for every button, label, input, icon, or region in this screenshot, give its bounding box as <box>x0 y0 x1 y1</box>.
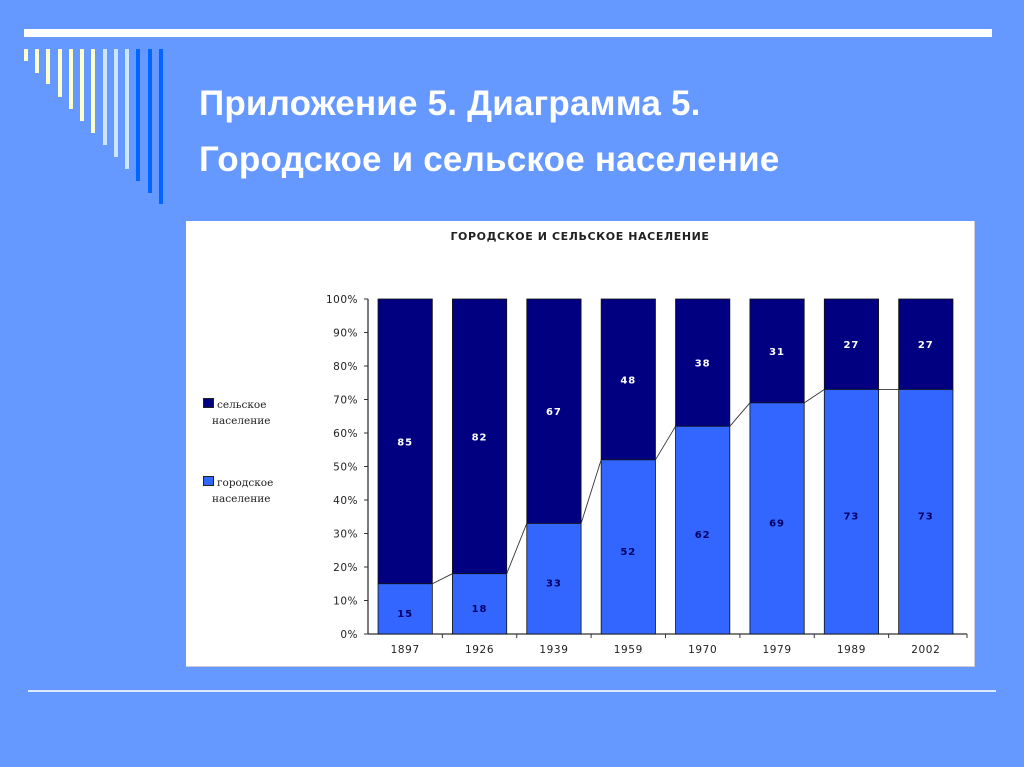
slide-title-line1: Приложение 5. Диаграмма 5. <box>199 84 701 123</box>
legend-label-urban-2: население <box>212 493 271 505</box>
series-connector-line <box>432 573 453 585</box>
y-tick-label: 100% <box>326 294 358 306</box>
bar-label-rural: 27 <box>918 340 934 351</box>
bar-rural <box>749 298 805 404</box>
y-tick-label: 20% <box>333 562 358 574</box>
legend-label-rural-1: сельское <box>217 399 267 411</box>
top-divider-line <box>24 29 992 37</box>
x-tick-label: 2002 <box>911 644 940 656</box>
x-tick-label: 1979 <box>763 644 792 656</box>
chart-panel: ГОРОДСКОЕ И СЕЛЬСКОЕ НАСЕЛЕНИЕ сельское … <box>186 221 975 667</box>
bar-label-rural: 38 <box>695 359 711 370</box>
bar-label-rural: 27 <box>843 340 859 351</box>
bar-rural <box>600 298 656 461</box>
series-connector-line <box>655 426 676 461</box>
x-tick-label: 1939 <box>539 644 568 656</box>
slide-title-line2: Городское и сельское население <box>199 140 780 179</box>
x-tick-label: 1989 <box>837 644 866 656</box>
y-tick-label: 40% <box>333 495 358 507</box>
y-tick-label: 60% <box>333 428 358 440</box>
bar-label-rural: 85 <box>397 437 413 448</box>
bottom-divider-line <box>28 690 996 692</box>
y-tick-label: 50% <box>333 462 358 474</box>
bar-label-urban: 62 <box>695 530 711 541</box>
bar-label-rural: 82 <box>472 432 488 443</box>
bar-label-rural: 48 <box>620 375 636 386</box>
y-tick-label: 80% <box>333 361 358 373</box>
stacked-bar-chart: 0% 10% 20% 30% 40% 50% 60% 70% 80% 90% 100% 85 15 189… <box>326 294 968 656</box>
bar-urban <box>600 459 656 635</box>
bar-urban <box>377 583 433 635</box>
legend-item-urban: городское население <box>203 475 313 507</box>
bar-rural <box>823 298 879 390</box>
legend-swatch-urban <box>203 476 214 486</box>
series-connector-line <box>803 389 825 404</box>
legend-label-urban-1: городское <box>217 477 274 489</box>
y-tick-label: 90% <box>333 328 358 340</box>
x-tick-label: 1926 <box>465 644 494 656</box>
y-tick-label: 0% <box>340 629 358 641</box>
bar-urban <box>675 425 731 635</box>
slide-title: Приложение 5. Диаграмма 5. Городское и с… <box>199 76 780 188</box>
series-connector-line <box>580 459 602 524</box>
y-tick-label: 10% <box>333 596 358 608</box>
bar-label-urban: 33 <box>546 579 562 590</box>
bar-label-urban: 73 <box>843 512 859 523</box>
bar-label-urban: 15 <box>397 609 413 620</box>
legend-swatch-rural <box>203 398 214 408</box>
bar-label-rural: 67 <box>546 407 562 418</box>
chart-title: ГОРОДСКОЕ И СЕЛЬСКОЕ НАСЕЛЕНИЕ <box>450 230 710 243</box>
bar-rural <box>526 298 582 524</box>
bar-rural <box>377 298 433 585</box>
series-connector-line <box>506 523 528 574</box>
bar-urban <box>749 402 805 635</box>
legend-label-rural-2: население <box>212 415 271 427</box>
legend-item-rural: сельское население <box>203 397 313 429</box>
bar-urban <box>898 389 954 635</box>
bar-label-urban: 73 <box>918 512 934 523</box>
bar-label-urban: 18 <box>472 604 488 615</box>
bar-rural <box>898 298 954 390</box>
bar-label-urban: 69 <box>769 518 785 529</box>
bar-label-rural: 31 <box>769 347 785 358</box>
bar-urban <box>452 573 508 635</box>
bar-label-urban: 52 <box>620 547 636 558</box>
series-connector-line <box>729 402 751 427</box>
y-tick-label: 30% <box>333 529 358 541</box>
x-tick-label: 1970 <box>688 644 717 656</box>
bar-rural <box>452 298 508 575</box>
bar-rural <box>675 298 731 427</box>
bar-urban <box>823 389 879 635</box>
x-tick-label: 1897 <box>391 644 420 656</box>
y-tick-label: 70% <box>333 395 358 407</box>
x-tick-label: 1959 <box>614 644 643 656</box>
bar-urban <box>526 523 582 635</box>
